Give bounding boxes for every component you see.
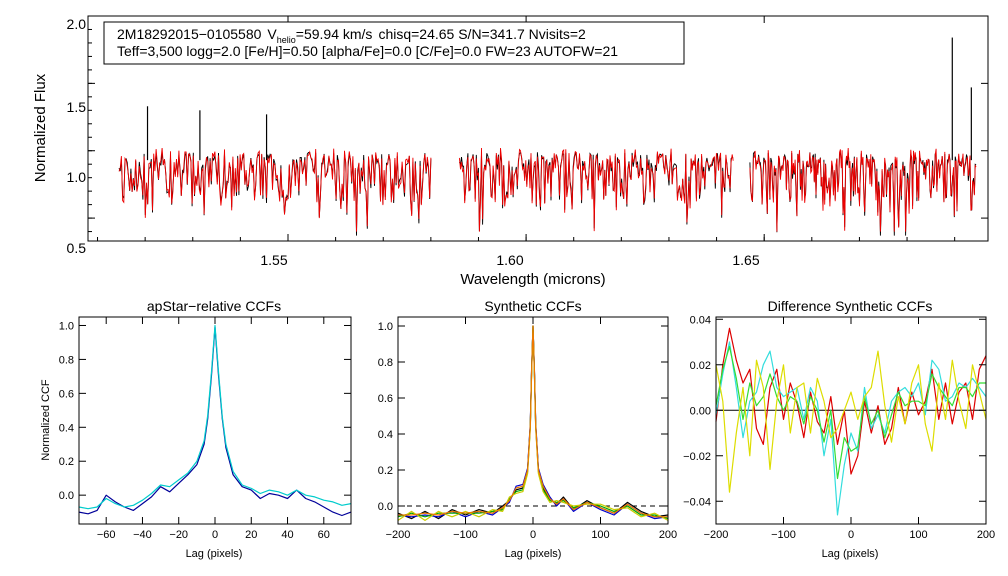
synthetic-ccf-ytick-label-1: 0.2 xyxy=(378,465,393,477)
synthetic-ccf-xlabel: Lag (pixels) xyxy=(505,548,562,560)
synthetic-ccf-title: Synthetic CCFs xyxy=(484,298,581,314)
apstar-ccf-xtick-label-5: 40 xyxy=(281,529,293,541)
synthetic-ccf-panel: Synthetic CCFs −200 −100 0 100 200 0.0 0.2 0.4 0… xyxy=(378,298,677,560)
apstar-ccf-panel: apStar−relative CCFs −60 −40 −20 0 20 40 60 0.0… xyxy=(40,298,352,560)
difference-ccf-ticks: −200 −100 0 100 200 −0.04 −0.02 0.00 0.02 0.04 xyxy=(683,314,995,541)
star-id: 2M18292015−0105580 xyxy=(117,26,262,42)
synthetic-ccf-xtick-label-2: 0 xyxy=(530,529,536,541)
apstar-ccf-ticks: −60 −40 −20 0 20 40 60 0.0 0.2 0.4 0.6 0.8 1.0 xyxy=(59,317,351,541)
apstar-ccf-xtick-label-2: −20 xyxy=(169,529,188,541)
difference-ccf-xtick-label-0: −200 xyxy=(704,529,729,541)
apstar-ccf-xtick-label-1: −40 xyxy=(133,529,152,541)
difference-ccf-xtick-label-3: 100 xyxy=(909,529,927,541)
spectrum-xtick-1.60: 1.60 xyxy=(496,252,523,268)
spectrum-ytick-1.5: 1.5 xyxy=(67,99,87,115)
synthetic-ccf-ytick-label-3: 0.6 xyxy=(378,393,393,405)
apstar-ccf-lines xyxy=(78,324,352,517)
apstar-ccf-xlabel: Lag (pixels) xyxy=(186,548,243,560)
difference-ccf-title: Difference Synthetic CCFs xyxy=(768,298,933,314)
info-line-2: Teff=3,500 logg=2.0 [Fe/H]=0.50 [alpha/F… xyxy=(117,43,618,59)
apstar-ccf-ylabel: Normalized CCF xyxy=(40,379,52,461)
synthetic-ccf-xtick-label-3: 100 xyxy=(591,529,609,541)
difference-ccf-lines xyxy=(715,327,987,516)
difference-ccf-xtick-label-4: 200 xyxy=(977,529,995,541)
synthetic-ccf-series-orange xyxy=(398,325,668,518)
fit-stats: chisq=24.65 S/N=341.7 Nvisits=2 xyxy=(378,26,586,42)
spectrum-xlabel: Wavelength (microns) xyxy=(460,271,605,288)
synthetic-ccf-xtick-label-0: −200 xyxy=(386,529,411,541)
difference-ccf-ytick-label-1: −0.02 xyxy=(683,451,711,463)
difference-ccf-xtick-label-1: −100 xyxy=(771,529,796,541)
apstar-ccf-ytick-label-4: 0.8 xyxy=(59,354,74,366)
difference-ccf-xtick-label-2: 0 xyxy=(848,529,854,541)
spectrum-model-chip-2 xyxy=(749,147,977,232)
difference-ccf-series-green xyxy=(715,346,986,480)
difference-ccf-ytick-label-0: −0.04 xyxy=(683,496,711,508)
spectrum-frame xyxy=(87,15,989,242)
apstar-ccf-ytick-label-2: 0.4 xyxy=(59,422,74,434)
apstar-ccf-ytick-label-1: 0.2 xyxy=(59,456,74,468)
velocity-subscript: helio xyxy=(277,35,296,45)
velocity-value: =59.94 km/s xyxy=(296,26,373,42)
spectrum-ytick-1.0: 1.0 xyxy=(67,169,87,185)
apstar-ccf-ytick-label-0: 0.0 xyxy=(59,490,74,502)
apstar-ccf-ytick-label-5: 1.0 xyxy=(59,320,74,332)
spectrum-panel: 0.5 1.0 1.5 2.0 1.55 1.60 1.65 Wavelengt… xyxy=(32,15,989,288)
apstar-ccf-xtick-label-6: 60 xyxy=(318,529,330,541)
spectrum-xtick-1.55: 1.55 xyxy=(260,252,287,268)
difference-ccf-xlabel: Lag (pixels) xyxy=(822,548,879,560)
difference-ccf-series-cyan xyxy=(715,341,987,516)
synthetic-ccf-ytick-label-0: 0.0 xyxy=(378,501,393,513)
synthetic-ccf-ticks: −200 −100 0 100 200 0.0 0.2 0.4 0.6 0.8 1.0 xyxy=(378,317,677,541)
apstar-ccf-series-visit-2 xyxy=(78,324,352,510)
difference-ccf-series-red xyxy=(715,327,987,475)
spectrum-ylabel: Normalized Flux xyxy=(32,73,49,182)
synthetic-ccf-ytick-label-5: 1.0 xyxy=(378,321,393,333)
synthetic-ccf-ytick-label-2: 0.4 xyxy=(378,429,393,441)
spectrum-ticks xyxy=(88,15,988,241)
synthetic-ccf-xtick-label-1: −100 xyxy=(453,529,478,541)
spectrum-model-chip-0 xyxy=(118,147,432,232)
apstar-ccf-xtick-label-0: −60 xyxy=(97,529,116,541)
spectrum-ytick-0.5: 0.5 xyxy=(67,240,87,256)
difference-ccf-panel: Difference Synthetic CCFs −200 −100 0 100 20… xyxy=(683,298,995,560)
apstar-ccf-ytick-label-3: 0.6 xyxy=(59,388,74,400)
difference-ccf-ytick-label-4: 0.04 xyxy=(690,314,711,326)
info-line-1: 2M18292015−0105580 Vhelio=59.94 km/s chisq… xyxy=(117,26,586,45)
synthetic-ccf-ytick-label-4: 0.8 xyxy=(378,357,393,369)
difference-ccf-ytick-label-2: 0.00 xyxy=(690,405,711,417)
spectrum-model-chip-1 xyxy=(458,147,734,232)
spectrum-ytick-2.0: 2.0 xyxy=(67,16,87,32)
synthetic-ccf-xtick-label-4: 200 xyxy=(659,529,677,541)
apstar-ccf-xtick-label-4: 20 xyxy=(245,529,257,541)
velocity-symbol: V xyxy=(267,26,277,42)
spectrum-lines xyxy=(118,37,977,236)
difference-ccf-ytick-label-3: 0.02 xyxy=(690,360,711,372)
apstar-ccf-xtick-label-3: 0 xyxy=(212,529,218,541)
info-box xyxy=(103,21,685,65)
synthetic-ccf-lines xyxy=(397,325,669,522)
apstar-ccf-title: apStar−relative CCFs xyxy=(147,298,281,314)
spectrum-xtick-1.65: 1.65 xyxy=(732,252,759,268)
difference-ccf-series-yellow xyxy=(715,350,987,493)
